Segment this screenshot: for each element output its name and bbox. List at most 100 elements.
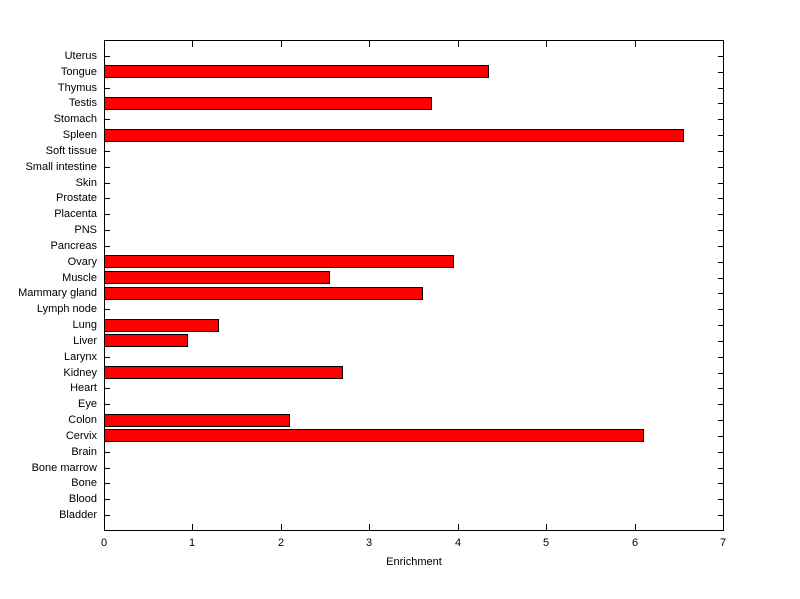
y-tick-left-mark	[105, 483, 110, 484]
category-label: Stomach	[53, 113, 97, 126]
bar	[104, 255, 454, 268]
y-tick-right-mark	[718, 262, 723, 263]
y-tick-right-mark	[718, 515, 723, 516]
y-tick-right-mark	[718, 325, 723, 326]
bar	[104, 129, 684, 142]
y-tick-right-mark	[718, 56, 723, 57]
category-label: Bladder	[59, 509, 97, 522]
y-tick-right-mark	[718, 388, 723, 389]
category-label: Larynx	[63, 350, 97, 363]
x-tick-label: 6	[631, 537, 639, 549]
y-tick-right-mark	[718, 167, 723, 168]
y-tick-right-mark	[718, 119, 723, 120]
y-tick-left-mark	[105, 468, 110, 469]
x-tick-bottom-mark	[369, 524, 370, 530]
category-label: Lymph node	[36, 303, 97, 316]
category-label: Thymus	[57, 81, 97, 94]
y-tick-right-mark	[718, 135, 723, 136]
x-tick-bottom-mark	[546, 524, 547, 530]
y-tick-right-mark	[718, 357, 723, 358]
y-tick-right-mark	[718, 483, 723, 484]
y-tick-left-mark	[105, 499, 110, 500]
x-tick-bottom-mark	[192, 524, 193, 530]
x-tick-top-mark	[104, 41, 105, 47]
y-tick-left-mark	[105, 183, 110, 184]
y-tick-left-mark	[105, 167, 110, 168]
y-tick-left-mark	[105, 198, 110, 199]
y-tick-right-mark	[718, 198, 723, 199]
category-label: Bone marrow	[31, 461, 97, 474]
y-tick-left-mark	[105, 88, 110, 89]
category-label: Liver	[73, 334, 97, 347]
y-tick-right-mark	[718, 468, 723, 469]
x-tick-top-mark	[546, 41, 547, 47]
y-tick-left-mark	[105, 515, 110, 516]
bar	[104, 65, 489, 78]
bar	[104, 414, 290, 427]
category-label: Blood	[68, 493, 97, 506]
x-tick-top-mark	[635, 41, 636, 47]
y-tick-right-mark	[718, 230, 723, 231]
y-tick-right-mark	[718, 341, 723, 342]
y-tick-right-mark	[718, 499, 723, 500]
y-tick-right-mark	[718, 72, 723, 73]
category-label: Bone	[71, 477, 97, 490]
x-tick-top-mark	[192, 41, 193, 47]
x-tick-top-mark	[281, 41, 282, 47]
y-tick-right-mark	[718, 452, 723, 453]
x-tick-top-mark	[723, 41, 724, 47]
y-tick-right-mark	[718, 246, 723, 247]
bar	[104, 319, 219, 332]
x-tick-bottom-mark	[458, 524, 459, 530]
y-tick-right-mark	[718, 214, 723, 215]
bar	[104, 271, 330, 284]
x-tick-label: 0	[100, 537, 108, 549]
category-label: Small intestine	[25, 160, 97, 173]
y-tick-right-mark	[718, 151, 723, 152]
x-tick-label: 7	[719, 537, 727, 549]
y-tick-right-mark	[718, 278, 723, 279]
x-tick-top-mark	[369, 41, 370, 47]
y-tick-left-mark	[105, 309, 110, 310]
y-tick-right-mark	[718, 309, 723, 310]
category-label: Heart	[70, 382, 97, 395]
category-label: Eye	[78, 398, 97, 411]
category-label: Tongue	[60, 65, 97, 78]
y-tick-left-mark	[105, 56, 110, 57]
y-tick-left-mark	[105, 151, 110, 152]
y-tick-right-mark	[718, 373, 723, 374]
bar	[104, 97, 432, 110]
x-tick-label: 2	[277, 537, 285, 549]
y-tick-right-mark	[718, 183, 723, 184]
category-label: Uterus	[64, 49, 97, 62]
x-tick-bottom-mark	[723, 524, 724, 530]
bar	[104, 287, 423, 300]
category-label: Testis	[68, 97, 97, 110]
category-label: Ovary	[67, 255, 97, 268]
y-tick-right-mark	[718, 88, 723, 89]
category-label: Skin	[75, 176, 97, 189]
x-tick-top-mark	[458, 41, 459, 47]
category-label: Soft tissue	[45, 144, 97, 157]
y-tick-left-mark	[105, 230, 110, 231]
category-label: Placenta	[54, 208, 97, 221]
category-label: Cervix	[65, 429, 97, 442]
y-tick-left-mark	[105, 246, 110, 247]
category-label: Kidney	[63, 366, 97, 379]
x-tick-label: 1	[188, 537, 196, 549]
bar	[104, 429, 644, 442]
x-tick-bottom-mark	[635, 524, 636, 530]
y-tick-left-mark	[105, 357, 110, 358]
category-label: Lung	[72, 319, 97, 332]
y-tick-right-mark	[718, 103, 723, 104]
y-tick-right-mark	[718, 293, 723, 294]
category-label: Brain	[71, 445, 97, 458]
bar	[104, 334, 188, 347]
bar	[104, 366, 343, 379]
category-label: PNS	[74, 224, 97, 237]
category-label: Colon	[68, 414, 97, 427]
category-label: Prostate	[56, 192, 97, 205]
x-tick-bottom-mark	[104, 524, 105, 530]
category-label: Mammary gland	[18, 287, 97, 300]
